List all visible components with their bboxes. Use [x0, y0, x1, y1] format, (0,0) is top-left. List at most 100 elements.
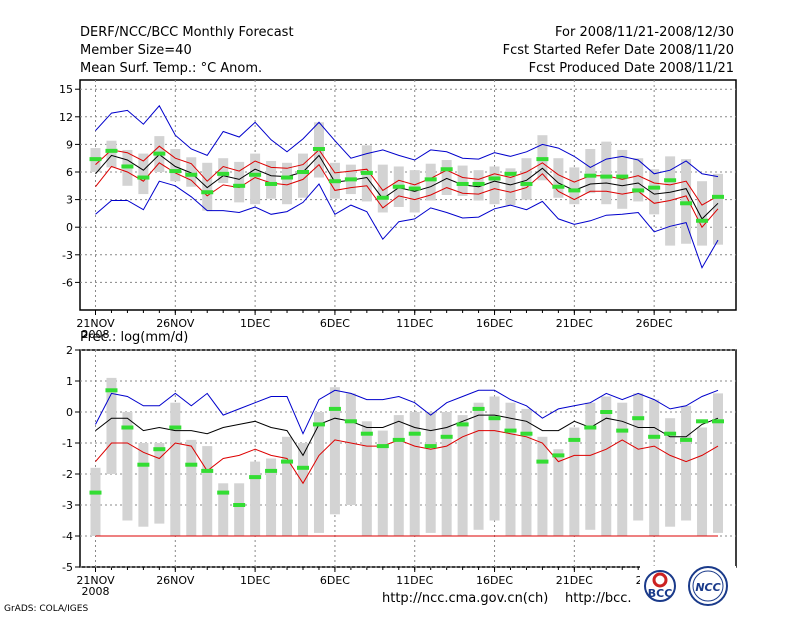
- mean-marker: [249, 475, 262, 480]
- mean-marker: [504, 428, 517, 433]
- mean-marker: [568, 188, 581, 193]
- mean-marker: [89, 157, 102, 162]
- spread-box: [250, 461, 261, 536]
- spread-box: [329, 387, 340, 515]
- mean-marker: [488, 416, 501, 421]
- mean-marker: [233, 503, 246, 507]
- x-tick-label: 26DEC: [636, 317, 673, 330]
- mean-marker: [233, 183, 246, 188]
- y-tick-label: 12: [59, 111, 73, 124]
- x-tick-year: 2008: [82, 328, 110, 341]
- spread-box: [266, 458, 277, 536]
- spread-box: [681, 405, 692, 521]
- mean-marker: [712, 194, 724, 199]
- mean-marker: [344, 177, 357, 182]
- series-max: [95, 104, 719, 178]
- mean-marker: [600, 174, 613, 179]
- mean-marker: [440, 434, 453, 439]
- mean-marker: [105, 148, 118, 153]
- mean-marker: [568, 437, 581, 442]
- url-ncc: http://ncc.cma.gov.cn(ch): [382, 591, 549, 606]
- x-tick-label: 26NOV: [156, 574, 195, 587]
- mean-marker: [680, 201, 693, 206]
- url-bcc: http://bcc.: [565, 591, 632, 606]
- mean-marker: [616, 174, 629, 179]
- spread-box: [441, 412, 452, 536]
- spread-box: [106, 377, 117, 474]
- mean-marker: [376, 195, 389, 200]
- spread-box: [122, 412, 133, 521]
- mean-marker: [328, 406, 341, 411]
- mean-marker: [440, 167, 453, 172]
- x-tick-label: 6DEC: [320, 317, 350, 330]
- mean-marker: [217, 171, 230, 176]
- mean-marker: [265, 181, 278, 186]
- mean-marker: [217, 490, 230, 495]
- mean-marker: [680, 437, 693, 442]
- mean-marker: [584, 173, 597, 178]
- spread-box: [90, 467, 101, 536]
- spread-box: [186, 439, 197, 536]
- spread-box: [154, 443, 165, 524]
- spread-box: [377, 430, 388, 536]
- mean-marker: [169, 425, 182, 430]
- x-tick-label: 1DEC: [240, 574, 270, 587]
- y-tick-label: 0: [66, 406, 73, 419]
- y-tick-label: -3: [62, 499, 73, 512]
- mean-marker: [121, 425, 134, 430]
- spread-box: [377, 164, 388, 213]
- precip-title: Prec.: log(mm/d): [80, 330, 189, 345]
- mean-marker: [249, 172, 262, 177]
- spread-box: [425, 163, 436, 201]
- spread-box: [489, 396, 500, 521]
- x-tick-label: 6DEC: [320, 574, 350, 587]
- mean-marker: [408, 186, 421, 191]
- spread-box: [473, 402, 484, 530]
- spread-box: [649, 399, 660, 536]
- y-tick-label: -4: [62, 530, 73, 543]
- bcc-logo-text: BCC: [648, 587, 673, 600]
- y-tick-label: -2: [62, 468, 73, 481]
- mean-marker: [456, 181, 469, 186]
- y-tick-label: -1: [62, 437, 73, 450]
- mean-marker: [488, 176, 501, 181]
- mean-marker: [297, 170, 309, 174]
- x-tick-label: 1DEC: [240, 317, 270, 330]
- spread-box: [298, 443, 308, 536]
- spread-box: [409, 412, 420, 536]
- ncc-logo-icon: NCC: [688, 566, 728, 606]
- spread-box: [345, 393, 356, 505]
- spread-box: [313, 412, 324, 533]
- spread-box: [505, 402, 516, 536]
- x-tick-label: 21DEC: [556, 317, 593, 330]
- ncc-logo-text: NCC: [695, 581, 720, 594]
- mean-marker: [312, 422, 325, 427]
- x-tick-label: 21DEC: [556, 574, 593, 587]
- spread-box: [505, 168, 516, 206]
- y-tick-label: 9: [66, 138, 73, 151]
- mean-marker: [297, 465, 309, 470]
- mean-marker: [712, 419, 724, 424]
- spread-box: [521, 408, 532, 536]
- y-tick-label: -3: [62, 249, 73, 262]
- spread-box: [266, 160, 277, 199]
- mean-marker: [664, 178, 677, 183]
- series-min: [95, 180, 719, 269]
- mean-marker: [281, 175, 294, 180]
- spread-box: [170, 149, 181, 182]
- mean-marker: [201, 190, 214, 195]
- spread-box: [250, 153, 261, 205]
- spread-box: [489, 166, 500, 205]
- mean-marker: [185, 462, 198, 467]
- x-tick-label: 26NOV: [156, 317, 195, 330]
- start-date: Fcst Started Refer Date 2008/11/20: [502, 43, 734, 58]
- spread-box: [601, 396, 612, 536]
- series-median: [95, 153, 719, 220]
- y-tick-label: 3: [66, 194, 73, 207]
- mean-marker: [344, 419, 357, 424]
- mean-marker: [552, 453, 565, 458]
- spread-box: [585, 402, 596, 530]
- x-tick-label: 21NOV: [76, 317, 115, 330]
- y-tick-label: 15: [59, 83, 73, 96]
